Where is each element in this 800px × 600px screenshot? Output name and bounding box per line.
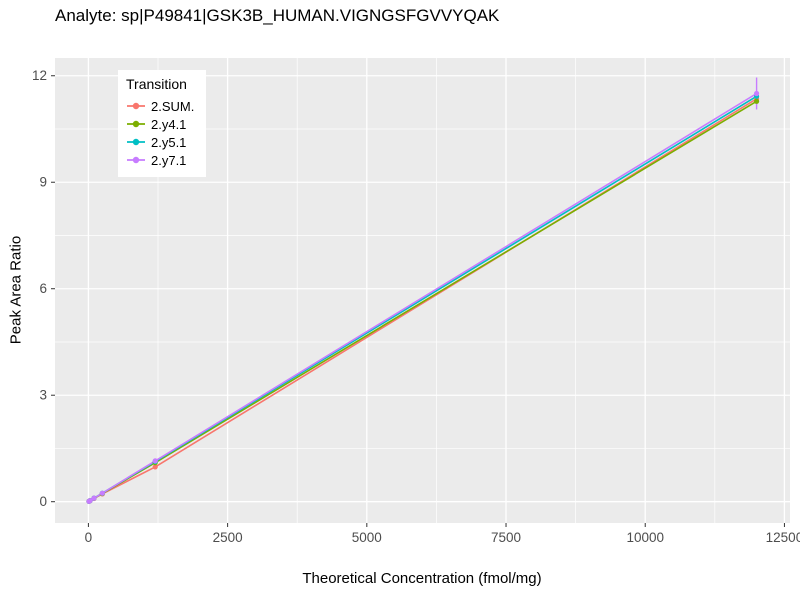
data-point-2.y7.1: [753, 90, 760, 97]
y-tick-label: 12: [32, 68, 47, 83]
legend-title: Transition: [126, 76, 187, 92]
data-point-2.y4.1: [753, 98, 760, 104]
legend-box: Transition 2.SUM. 2.y4.1 2.y5.1 2.y7.1: [118, 70, 207, 177]
legend-item: 2.y5.1: [126, 133, 194, 151]
plot-title: Analyte: sp|P49841|GSK3B_HUMAN.VIGNGSFGV…: [55, 6, 500, 25]
x-axis-label: Theoretical Concentration (fmol/mg): [302, 570, 542, 587]
x-tick-label: 5000: [352, 530, 382, 545]
legend-item-label: 2.y7.1: [151, 152, 187, 168]
x-tick-label: 2500: [213, 530, 243, 545]
x-tick-label: 10000: [626, 530, 664, 545]
x-tick-label: 7500: [491, 530, 521, 545]
legend-item: 2.SUM.: [126, 97, 194, 115]
x-tick-label: 0: [85, 530, 93, 545]
y-tick-label: 6: [39, 281, 47, 296]
y-tick-label: 9: [39, 175, 47, 190]
legend-key-icon: [127, 102, 145, 110]
data-point-2.y7.1: [91, 495, 97, 501]
legend-item-label: 2.y4.1: [151, 116, 187, 132]
y-tick-label: 3: [39, 388, 47, 403]
legend-entries: 2.SUM. 2.y4.1 2.y5.1 2.y7.1: [126, 97, 194, 169]
legend-key-icon: [127, 156, 145, 164]
data-point-2.SUM.: [152, 464, 158, 470]
y-tick-label: 0: [39, 494, 47, 509]
legend-item-label: 2.SUM.: [151, 98, 195, 114]
data-point-2.y7.1: [99, 490, 105, 496]
legend-key-icon: [127, 120, 145, 128]
legend-item-label: 2.y5.1: [151, 134, 187, 150]
legend-key-icon: [127, 138, 145, 146]
legend-item: 2.y7.1: [126, 151, 194, 169]
data-point-2.y7.1: [87, 498, 93, 504]
legend-item: 2.y4.1: [126, 115, 194, 133]
data-point-2.y7.1: [152, 458, 158, 464]
x-tick-label: 12500: [766, 530, 800, 545]
